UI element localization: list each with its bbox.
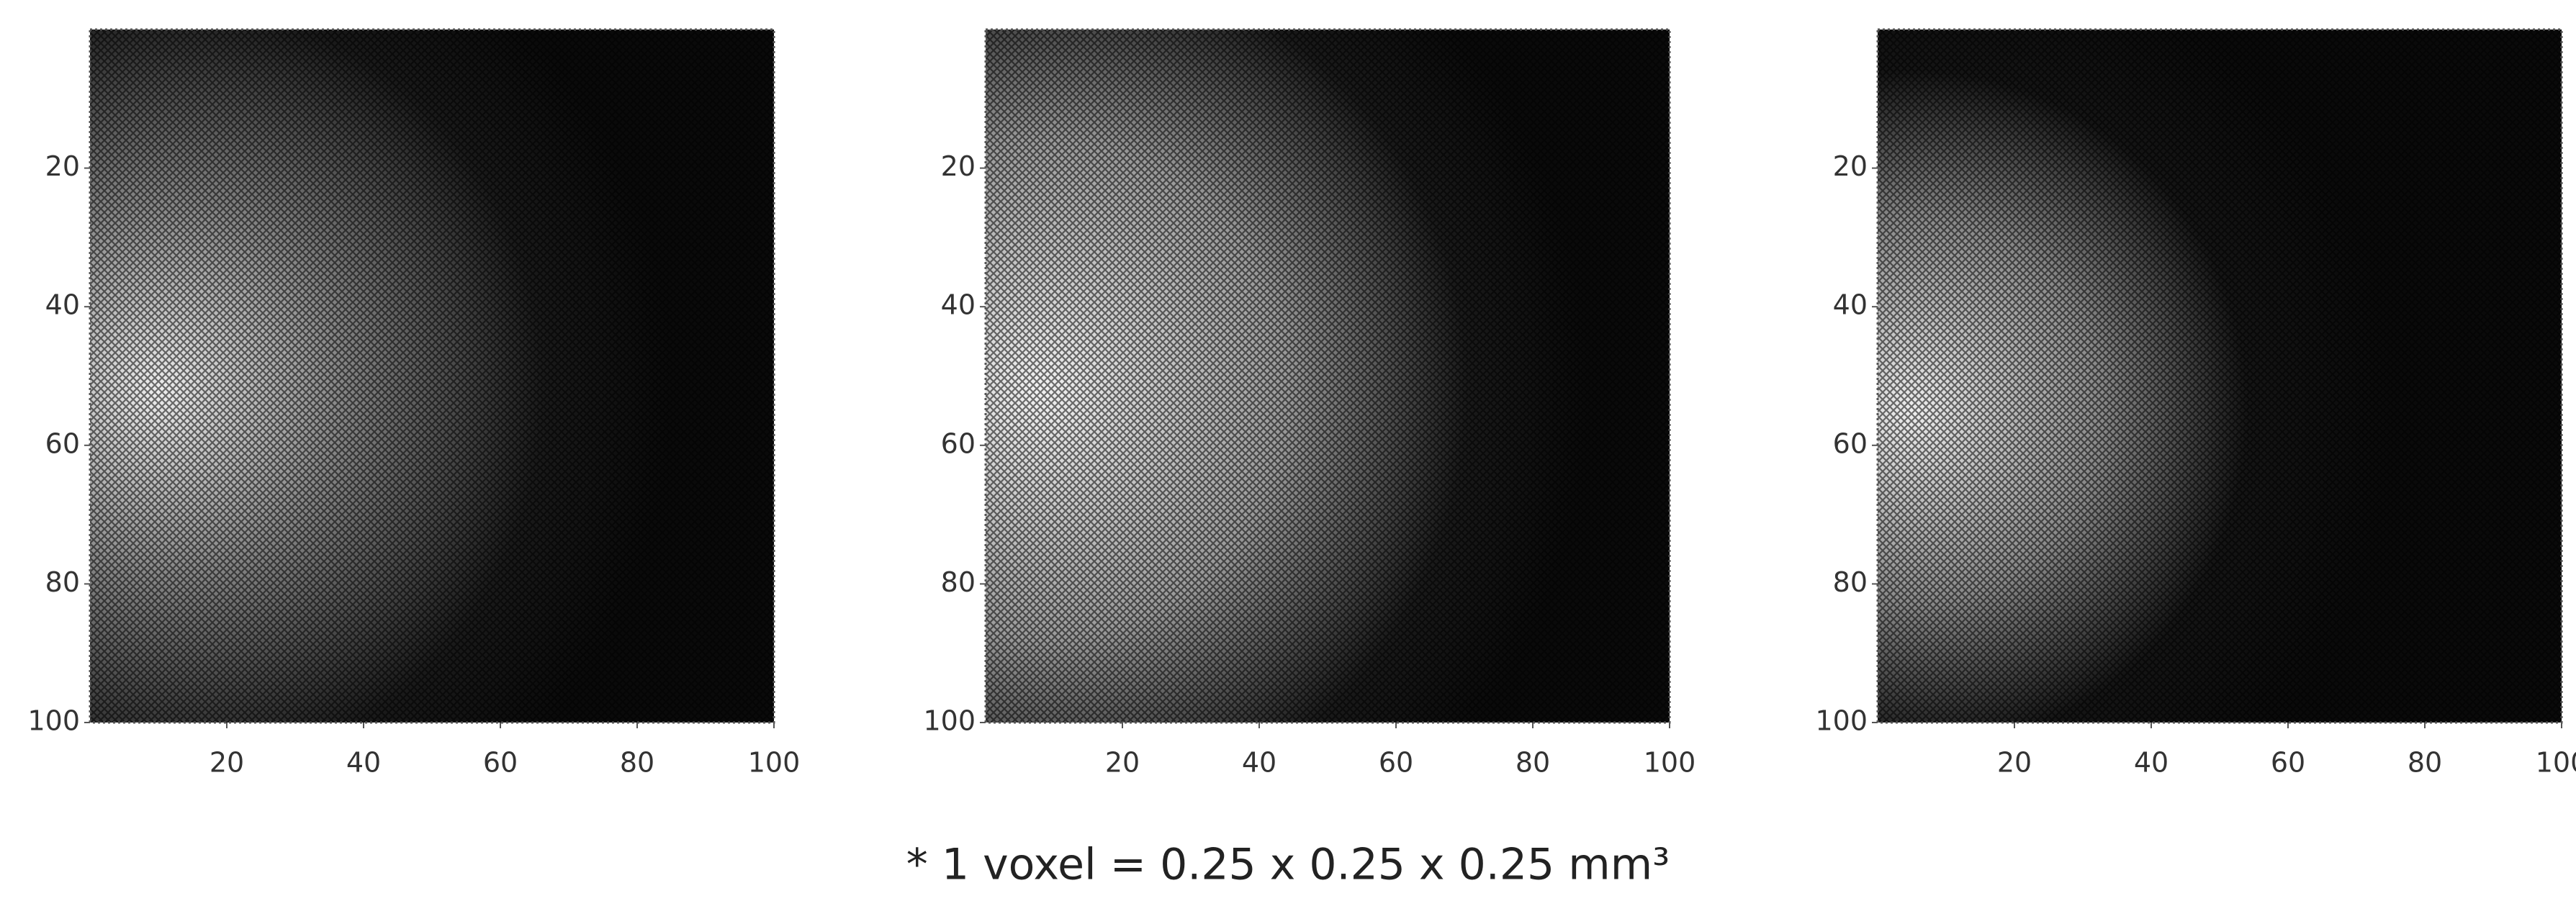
x-tick-label: 100: [748, 747, 801, 779]
x-tick-label: 20: [1105, 747, 1140, 779]
y-tick-label: 100: [1815, 705, 1868, 737]
y-tick-label: 20: [1833, 150, 1868, 182]
x-tick-label: 60: [2271, 747, 2305, 779]
x-tick-label: 60: [1379, 747, 1413, 779]
image-texture: [90, 30, 774, 723]
y-tick-label: 100: [27, 705, 80, 737]
x-tick-label: 40: [346, 747, 381, 779]
y-tick-label: 40: [941, 289, 976, 321]
x-tick-label: 40: [2134, 747, 2169, 779]
x-tick-label: 80: [1516, 747, 1550, 779]
y-tick-label: 60: [1833, 427, 1868, 459]
y-tick-label: 20: [45, 150, 80, 182]
y-tick-label: 100: [923, 705, 976, 737]
x-tick-label: 20: [210, 747, 244, 779]
image-frame: [1876, 28, 2563, 724]
y-tick-label: 40: [45, 289, 80, 321]
image-texture: [986, 30, 1670, 723]
y-tick-label: 80: [45, 566, 80, 598]
y-tick-label: 60: [941, 427, 976, 459]
x-tick-label: 100: [1644, 747, 1696, 779]
image-frame: [89, 28, 775, 724]
x-tick-label: 80: [620, 747, 654, 779]
x-tick-label: 40: [1242, 747, 1276, 779]
image-frame: [984, 28, 1671, 724]
x-tick-label: 80: [2408, 747, 2442, 779]
x-tick-label: 100: [2536, 747, 2576, 779]
y-tick-label: 80: [941, 566, 976, 598]
image-texture: [1878, 30, 2562, 723]
y-tick-label: 40: [1833, 289, 1868, 321]
y-tick-label: 20: [941, 150, 976, 182]
caption: * 1 voxel = 0.25 x 0.25 x 0.25 mm³: [906, 840, 1670, 890]
x-tick-label: 20: [1997, 747, 2032, 779]
x-tick-label: 60: [483, 747, 518, 779]
y-tick-label: 60: [45, 427, 80, 459]
y-tick-label: 80: [1833, 566, 1868, 598]
